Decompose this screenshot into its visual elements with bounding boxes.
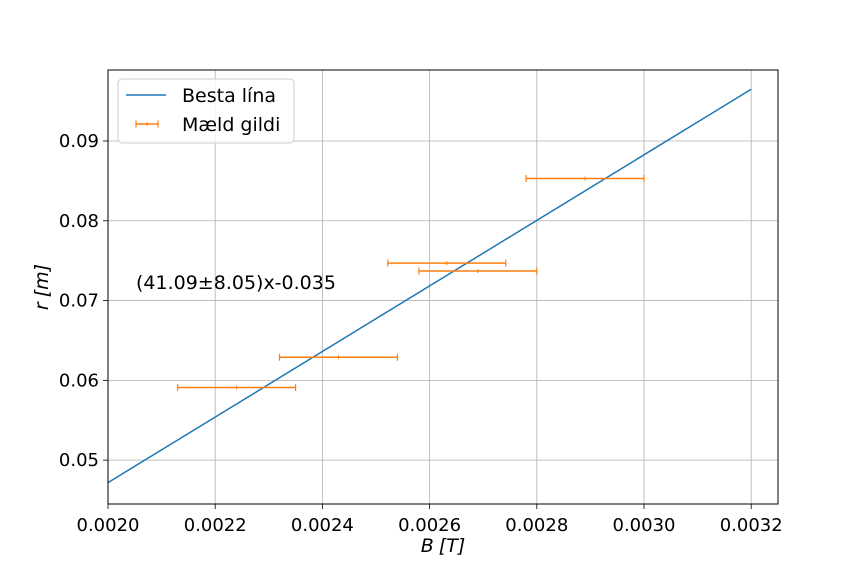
legend-label-fit: Besta lína — [182, 85, 276, 107]
y-tick-label: 0.07 — [59, 291, 99, 312]
data-point — [177, 384, 297, 392]
x-tick-label: 0.0026 — [398, 515, 461, 536]
y-tick-label: 0.05 — [59, 450, 99, 471]
data-point — [387, 259, 507, 267]
x-tick-label: 0.0030 — [613, 515, 676, 536]
data-point — [418, 267, 538, 275]
y-tick-label: 0.08 — [59, 211, 99, 232]
fit-line-layer — [107, 88, 752, 484]
x-tick-label: 0.0028 — [505, 515, 568, 536]
legend-label-measured: Mæld gildi — [182, 114, 280, 136]
x-tick-label: 0.0032 — [720, 515, 783, 536]
fit-equation-annotation: (41.09±8.05)x-0.035 — [136, 272, 336, 294]
x-tick-label: 0.0022 — [184, 515, 247, 536]
data-point — [278, 353, 399, 361]
data-points-layer — [177, 175, 645, 392]
data-point — [525, 175, 645, 182]
plot-frame — [107, 69, 779, 505]
x-axis-label: B [T] — [421, 535, 465, 557]
legend: Besta lína Mæld gildi — [117, 78, 295, 144]
grid — [107, 70, 778, 504]
fit-line — [107, 88, 752, 484]
y-tick-label: 0.06 — [59, 370, 99, 391]
y-axis-label: r[m] — [31, 264, 53, 310]
legend-errorbar-swatch — [135, 120, 159, 128]
x-tick-label: 0.0020 — [77, 515, 140, 536]
x-tick-label: 0.0024 — [291, 515, 354, 536]
y-tick-label: 0.09 — [59, 131, 99, 152]
axis-ticks: 0.0020 0.0022 0.0024 0.0026 0.0028 0.0030 0.00… — [59, 131, 783, 536]
